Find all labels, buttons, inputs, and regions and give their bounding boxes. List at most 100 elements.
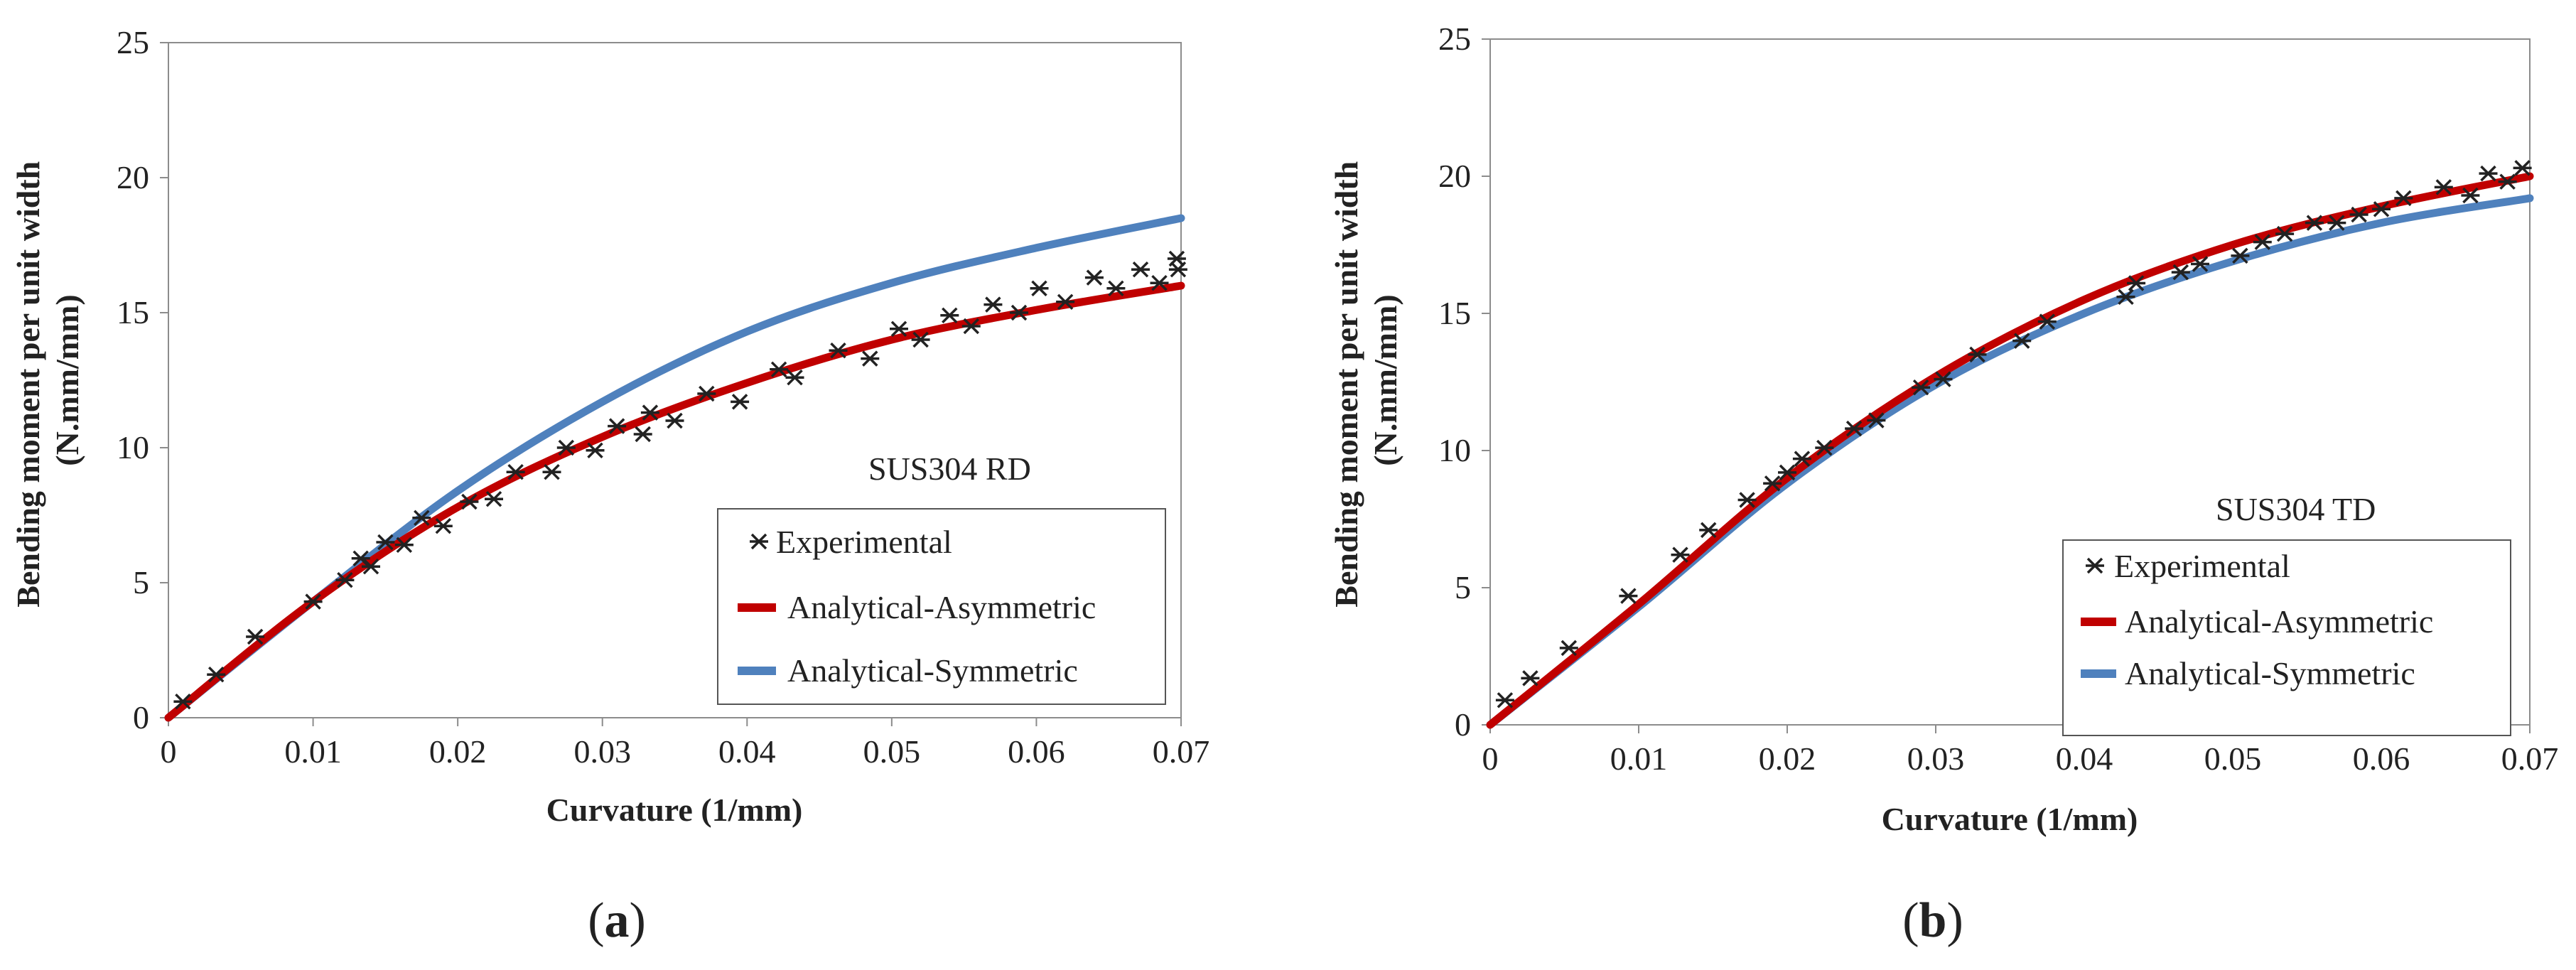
- experimental-point: [2037, 313, 2057, 330]
- experimental-point: [829, 342, 848, 359]
- legend: Experimental Analytical-Asymmetric Analy…: [717, 508, 1166, 705]
- legend-box: [2062, 539, 2511, 736]
- experimental-point: [394, 537, 414, 554]
- experimental-point: [2349, 206, 2368, 223]
- experimental-point: [1867, 412, 1886, 429]
- x-tick-label: 0.07: [1153, 733, 1210, 770]
- legend-item-symmetric: Analytical-Symmetric: [738, 652, 1078, 689]
- x-axis-title: Curvature (1/mm): [546, 792, 803, 828]
- y-tick-label: 20: [117, 159, 149, 195]
- experimental-point: [1106, 280, 1126, 297]
- experimental-point: [940, 307, 959, 324]
- experimental-point: [890, 320, 908, 338]
- x-axis: 0 0.01 0.02 0.03 0.04 0.05 0.06 0.07: [161, 718, 1210, 770]
- experimental-point: [2012, 333, 2032, 349]
- x-tick-label: 0.03: [573, 733, 631, 770]
- experimental-point: [362, 558, 380, 575]
- x-axis-title: Curvature (1/mm): [1882, 801, 2138, 837]
- experimental-point: [1815, 439, 1834, 456]
- x-tick-label: 0.04: [718, 733, 776, 770]
- y-tick-label: 25: [117, 24, 149, 60]
- chart-panel-b: 0 0.01 0.02 0.03 0.04 0.05 0.06 0.07 0 5 10 15 20 25…: [1328, 21, 2558, 948]
- experimental-point: [485, 490, 503, 507]
- y-tick-label: 5: [133, 564, 149, 600]
- x-tick-label: 0.02: [1759, 740, 1816, 777]
- x-tick-label: 0.04: [2056, 740, 2113, 777]
- legend-label: Analytical-Asymmetric: [2125, 603, 2433, 640]
- y-axis: 0 5 10 15 20 25: [1438, 21, 1490, 743]
- experimental-point: [1699, 522, 1718, 539]
- x-tick-label: 0.01: [1610, 740, 1668, 777]
- experimental-point: [861, 350, 880, 367]
- experimental-point: [335, 571, 355, 588]
- experimental-point: [303, 593, 323, 610]
- legend-item-experimental: Experimental: [2086, 548, 2290, 584]
- y-tick-label: 15: [117, 294, 149, 330]
- experimental-point: [2479, 165, 2498, 182]
- legend-label: Analytical-Symmetric: [787, 652, 1078, 689]
- experimental-point: [2275, 225, 2295, 242]
- y-tick-label: 20: [1438, 158, 1471, 194]
- y-tick-label: 25: [1438, 21, 1471, 57]
- y-tick-label: 0: [133, 699, 149, 735]
- experimental-point: [2253, 234, 2272, 250]
- experimental-point: [173, 693, 193, 710]
- experimental-point: [1559, 640, 1578, 657]
- experimental-point: [983, 296, 1003, 313]
- experimental-point: [1495, 692, 1514, 708]
- legend-item-asymmetric: Analytical-Asymmetric: [738, 589, 1096, 625]
- y-axis-title-line-2: (N.mm/mm): [49, 294, 85, 465]
- experimental-point: [2394, 190, 2413, 207]
- experimental-point: [460, 493, 479, 510]
- experimental-point: [1912, 379, 1931, 396]
- experimental-point: [1010, 304, 1028, 321]
- experimental-point: [2513, 160, 2532, 176]
- x-tick-label: 0.02: [429, 733, 487, 770]
- experimental-point: [1845, 420, 1864, 437]
- experimental-markers: [1495, 160, 2532, 708]
- experimental-point: [542, 463, 561, 480]
- experimental-point: [1521, 670, 1540, 686]
- y-axis: 0 5 10 15 20 25: [117, 24, 168, 735]
- legend-label: Experimental: [2114, 548, 2290, 584]
- experimental-point: [2434, 179, 2453, 195]
- y-axis-title-line-2: (N.mm/mm): [1367, 294, 1403, 465]
- experimental-point: [412, 510, 431, 527]
- experimental-point: [1778, 464, 1796, 481]
- experimental-point: [1084, 269, 1104, 286]
- experimental-point: [1737, 492, 1757, 508]
- experimental-point: [246, 628, 265, 645]
- sample-annotation: SUS304 RD: [868, 451, 1031, 487]
- experimental-point: [911, 331, 930, 348]
- experimental-point: [207, 666, 226, 683]
- y-axis-title: Bending moment per unit width (N.mm/mm): [10, 153, 85, 607]
- legend-label: Analytical-Asymmetric: [787, 589, 1096, 625]
- experimental-point: [2127, 275, 2146, 291]
- experimental-point: [1792, 451, 1811, 467]
- experimental-point: [1934, 371, 1953, 387]
- legend: Experimental Analytical-Asymmetric Analy…: [2062, 539, 2511, 736]
- legend-item-experimental: Experimental: [750, 524, 952, 560]
- experimental-point: [1671, 546, 1690, 563]
- x-axis: 0 0.01 0.02 0.03 0.04 0.05 0.06 0.07: [1482, 725, 2559, 777]
- y-tick-label: 10: [1438, 432, 1471, 468]
- experimental-point: [640, 404, 659, 421]
- experimental-point: [961, 318, 981, 335]
- panel-label-b: (b): [1902, 893, 1963, 948]
- experimental-point: [731, 394, 750, 410]
- experimental-point: [1619, 588, 1638, 604]
- x-tick-label: 0: [1482, 740, 1499, 777]
- y-tick-label: 10: [117, 429, 149, 465]
- experimental-point: [556, 439, 576, 456]
- x-tick-label: 0.05: [863, 733, 921, 770]
- experimental-point: [1168, 261, 1187, 278]
- x-tick-label: 0.07: [2501, 740, 2559, 777]
- experimental-point: [433, 517, 453, 534]
- experimental-point: [2461, 187, 2480, 204]
- experimental-point: [2231, 247, 2250, 264]
- experimental-point: [785, 369, 804, 386]
- experimental-point: [2305, 215, 2324, 231]
- legend-asterisk-marker: [2086, 557, 2104, 574]
- series-line-asymmetric: [1486, 172, 2534, 729]
